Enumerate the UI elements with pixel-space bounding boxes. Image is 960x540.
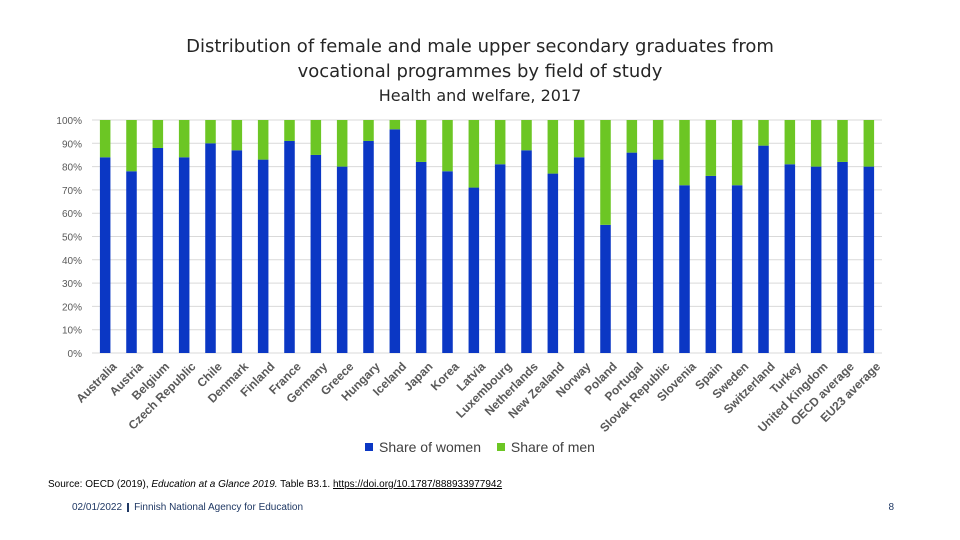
y-tick-label: 100% xyxy=(56,116,82,127)
bar-men xyxy=(442,120,453,172)
y-tick-label: 20% xyxy=(62,302,82,313)
bar-men xyxy=(837,120,848,162)
bar-men xyxy=(152,120,164,148)
y-tick-label: 90% xyxy=(62,139,82,150)
bar-women xyxy=(521,150,532,353)
bar-women xyxy=(205,143,216,353)
bar-men xyxy=(705,120,717,176)
bar-men xyxy=(389,120,401,130)
chart-subtitle: Health and welfare, 2017 xyxy=(378,86,582,105)
y-tick-label: 60% xyxy=(62,209,82,220)
bar-men xyxy=(810,120,822,167)
footer-date: 02/01/2022 xyxy=(72,502,123,513)
footer-separator xyxy=(127,502,130,512)
bar-women xyxy=(152,147,164,353)
bar-women xyxy=(126,171,137,353)
bar-men xyxy=(178,120,190,158)
bar-women xyxy=(863,166,875,353)
bar-women xyxy=(652,159,664,353)
bar-men xyxy=(231,120,243,151)
legend-swatch-women xyxy=(365,443,374,452)
legend-swatch-men xyxy=(496,443,505,452)
bar-women xyxy=(363,140,374,353)
bar-women xyxy=(547,173,559,353)
bar-men xyxy=(652,120,664,160)
bar-men xyxy=(784,120,796,165)
legend-item-women: Share of women xyxy=(365,439,481,455)
y-tick-label: 70% xyxy=(62,186,82,197)
y-tick-label: 10% xyxy=(62,326,82,337)
bar-men xyxy=(205,120,216,144)
bar-men xyxy=(468,120,480,188)
bar-women xyxy=(336,166,348,353)
bar-men xyxy=(521,120,532,151)
bar-men xyxy=(626,120,638,153)
bar-men xyxy=(310,120,322,155)
bar-women xyxy=(758,145,769,353)
footer-organization: Finnish National Agency for Education xyxy=(134,502,304,513)
footer: 02/01/2022 Finnish National Agency for Ed… xyxy=(72,502,303,513)
legend-label-men: Share of men xyxy=(510,439,595,455)
bar-men xyxy=(600,120,611,225)
bar-men xyxy=(336,120,348,167)
y-tick-label: 0% xyxy=(68,349,83,360)
bar-women xyxy=(284,140,295,353)
chart-title-line-2: vocational programmes by field of study xyxy=(297,61,663,82)
bar-women xyxy=(494,164,506,353)
chart-legend: Share of women Share of men xyxy=(0,439,960,455)
x-tick-label: Japan xyxy=(401,359,435,393)
bar-men xyxy=(363,120,374,141)
stacked-bar-chart: 0%10%20%30%40%50%60%70%80%90%100%Austral… xyxy=(56,116,883,435)
bar-men xyxy=(415,120,427,162)
source-note: Source: OECD (2019), Education at a Glan… xyxy=(48,479,502,490)
bar-men xyxy=(573,120,585,158)
source-prefix: Source: OECD (2019), xyxy=(48,479,152,490)
bar-women xyxy=(231,150,243,353)
legend-label-women: Share of women xyxy=(379,439,481,455)
y-tick-label: 40% xyxy=(62,256,82,267)
bar-women xyxy=(415,161,427,353)
bar-women xyxy=(257,159,269,353)
y-tick-label: 50% xyxy=(62,233,82,244)
bar-women xyxy=(442,171,453,353)
source-table: Table B3.1. xyxy=(277,479,333,490)
chart-title: Distribution of female and male upper se… xyxy=(0,34,960,84)
bar-women xyxy=(178,157,190,353)
source-link[interactable]: https://doi.org/10.1787/888933977942 xyxy=(333,479,503,490)
bar-men xyxy=(494,120,506,165)
legend-item-men: Share of men xyxy=(496,439,595,455)
bar-women xyxy=(310,154,322,353)
bar-women xyxy=(99,157,111,353)
bar-women xyxy=(600,224,611,353)
bar-women xyxy=(837,161,848,353)
bar-women xyxy=(705,175,717,353)
bar-women xyxy=(389,129,401,353)
bar-women xyxy=(731,185,743,353)
bar-women xyxy=(468,187,480,353)
bar-women xyxy=(810,166,822,353)
chart-title-line-1: Distribution of female and male upper se… xyxy=(186,36,774,57)
bar-men xyxy=(863,120,875,167)
bar-men xyxy=(126,120,137,172)
bar-men xyxy=(547,120,559,174)
y-tick-label: 80% xyxy=(62,163,82,174)
bar-men xyxy=(731,120,743,186)
bar-women xyxy=(573,157,585,353)
bar-women xyxy=(626,152,638,353)
bar-men xyxy=(679,120,690,186)
y-tick-label: 30% xyxy=(62,279,82,290)
bar-men xyxy=(284,120,295,141)
bar-women xyxy=(784,164,796,353)
page-number: 8 xyxy=(888,502,894,513)
bar-men xyxy=(758,120,769,146)
bar-men xyxy=(99,120,111,158)
source-publication: Education at a Glance 2019. xyxy=(151,479,278,490)
bar-women xyxy=(679,185,690,353)
bar-men xyxy=(257,120,269,160)
